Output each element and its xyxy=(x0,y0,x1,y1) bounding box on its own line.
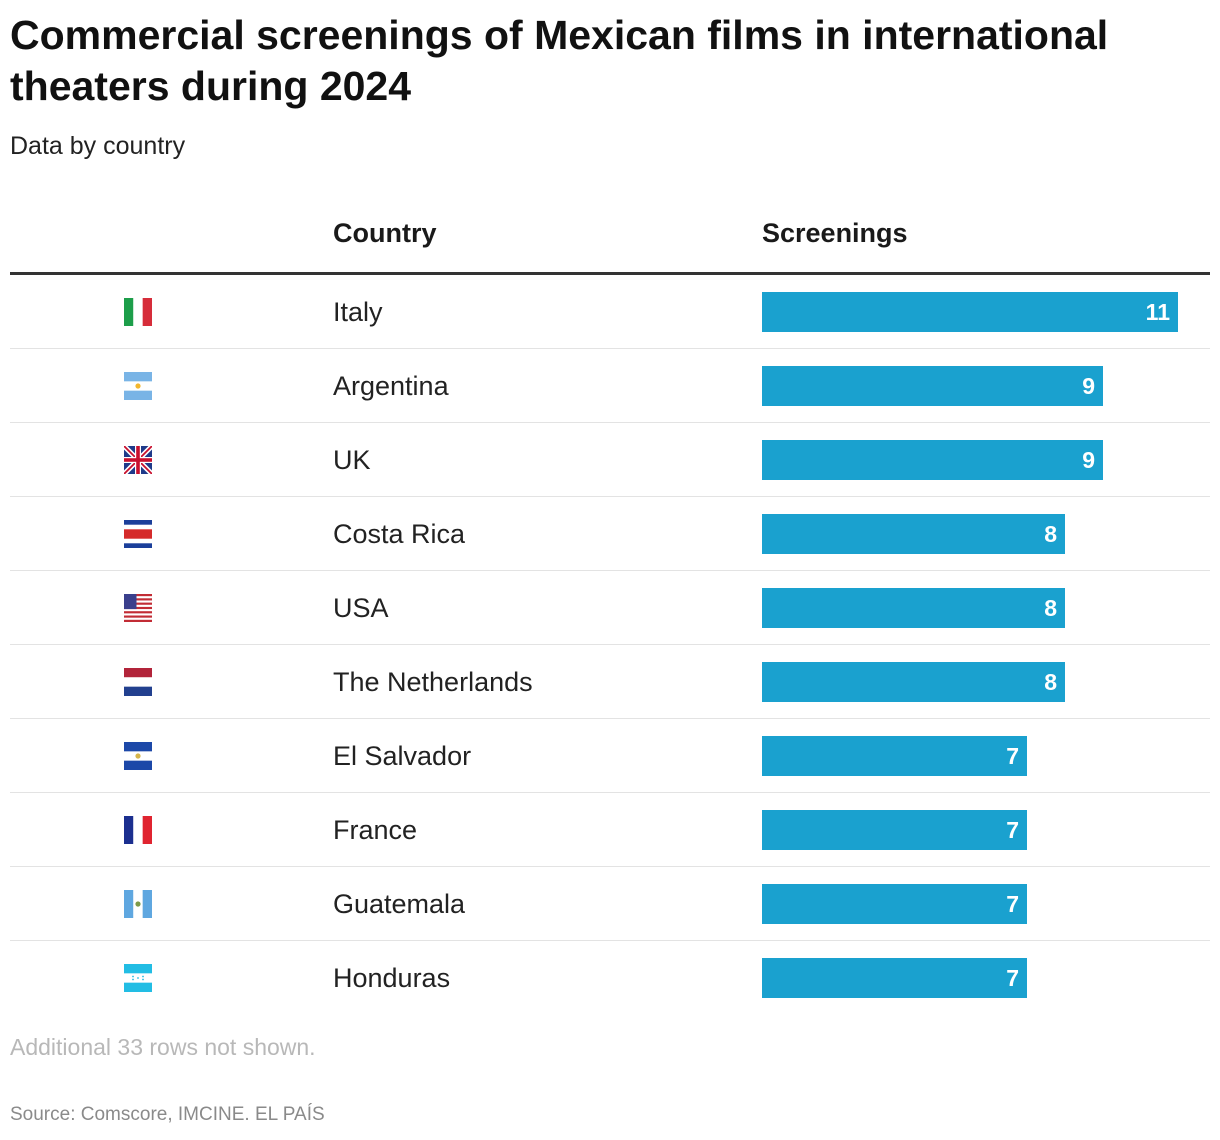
country-label: USA xyxy=(333,593,389,623)
table-header: Country Screenings xyxy=(10,200,1210,275)
bar-value-label: 7 xyxy=(1006,743,1019,769)
table-row[interactable]: Italy 11 xyxy=(10,275,1210,349)
italy-flag-icon xyxy=(124,298,152,326)
bar[interactable]: 7 xyxy=(762,884,1027,924)
guatemala-flag-icon xyxy=(124,890,152,918)
column-header-screenings[interactable]: Screenings xyxy=(762,218,908,248)
bar[interactable]: 8 xyxy=(762,588,1065,628)
country-label: Guatemala xyxy=(333,889,466,919)
table-row[interactable]: Honduras 7 xyxy=(10,941,1210,1015)
country-label: Italy xyxy=(333,297,383,327)
column-header-country[interactable]: Country xyxy=(333,218,437,248)
table-body: Italy 11 Argentina 9 UK 9 Costa Rica 8 USA 8 The N… xyxy=(10,275,1210,1015)
bar-value-label: 11 xyxy=(1145,299,1170,325)
bar-value-label: 8 xyxy=(1044,595,1057,621)
country-label: Argentina xyxy=(333,371,449,401)
bar[interactable]: 8 xyxy=(762,662,1065,702)
chart-subtitle: Data by country xyxy=(10,132,186,160)
bar[interactable]: 7 xyxy=(762,810,1027,850)
table-row[interactable]: USA 8 xyxy=(10,571,1210,645)
table-row[interactable]: Costa Rica 8 xyxy=(10,497,1210,571)
honduras-flag-icon xyxy=(124,964,152,992)
bar[interactable]: 11 xyxy=(762,292,1178,332)
table-row[interactable]: Argentina 9 xyxy=(10,349,1210,423)
table-row[interactable]: France 7 xyxy=(10,793,1210,867)
bar[interactable]: 9 xyxy=(762,366,1103,406)
bar[interactable]: 7 xyxy=(762,736,1027,776)
argentina-flag-icon xyxy=(124,372,152,400)
el-salvador-flag-icon xyxy=(124,742,152,770)
table-row[interactable]: UK 9 xyxy=(10,423,1210,497)
chart-title: Commercial screenings of Mexican films i… xyxy=(10,12,1109,109)
france-flag-icon xyxy=(124,816,152,844)
bar-value-label: 8 xyxy=(1044,669,1057,695)
bar[interactable]: 7 xyxy=(762,958,1027,998)
table-row[interactable]: The Netherlands 8 xyxy=(10,645,1210,719)
bar-value-label: 8 xyxy=(1044,521,1057,547)
country-label: Costa Rica xyxy=(333,519,466,549)
country-label: Honduras xyxy=(333,963,451,993)
bar-value-label: 7 xyxy=(1006,891,1019,917)
country-label: El Salvador xyxy=(333,741,472,771)
table-row[interactable]: El Salvador 7 xyxy=(10,719,1210,793)
bar-value-label: 7 xyxy=(1006,817,1019,843)
bar[interactable]: 9 xyxy=(762,440,1103,480)
bar-value-label: 9 xyxy=(1082,373,1095,399)
bar-value-label: 9 xyxy=(1082,447,1095,473)
rows-not-shown-note: Additional 33 rows not shown. xyxy=(10,1034,316,1060)
country-label: France xyxy=(333,815,418,845)
bar-value-label: 7 xyxy=(1006,965,1019,991)
costa-rica-flag-icon xyxy=(124,520,152,548)
source-note: Source: Comscore, IMCINE. EL PAÍS xyxy=(10,1104,325,1125)
bar[interactable]: 8 xyxy=(762,514,1065,554)
country-label: The Netherlands xyxy=(333,667,533,697)
usa-flag-icon xyxy=(124,594,152,622)
uk-flag-icon xyxy=(124,446,152,474)
netherlands-flag-icon xyxy=(124,668,152,696)
country-label: UK xyxy=(333,445,371,475)
table-row[interactable]: Guatemala 7 xyxy=(10,867,1210,941)
